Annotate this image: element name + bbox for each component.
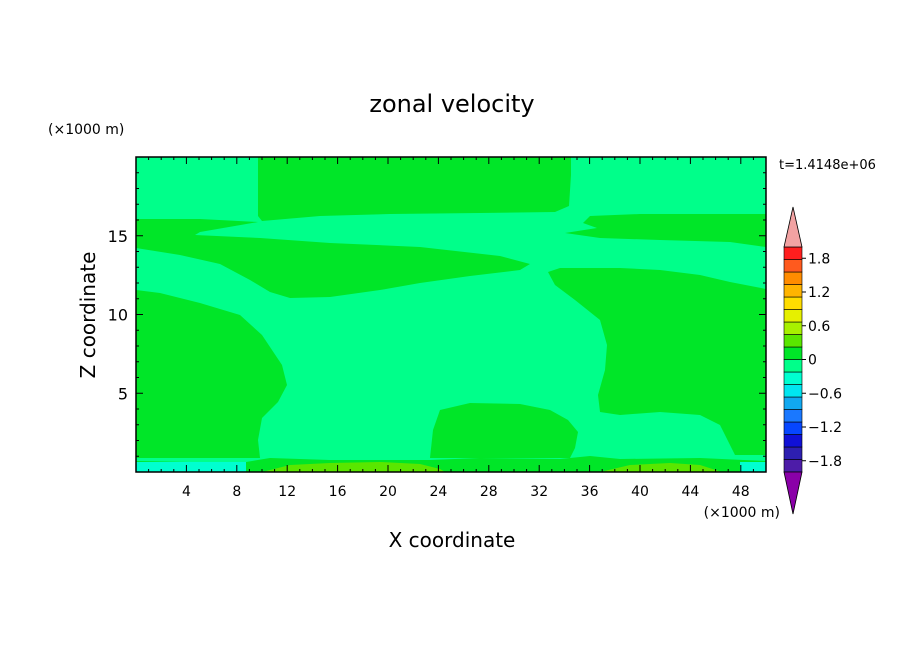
x-tick-label: 8 xyxy=(232,484,241,500)
positive-region-top-center xyxy=(258,157,571,221)
colorbar-label: 0.6 xyxy=(808,319,830,335)
positive-region-right xyxy=(548,268,766,455)
positive-region-upper-left-band xyxy=(136,219,530,298)
x-tick-label: 44 xyxy=(681,484,699,500)
colorbar-box xyxy=(783,434,803,448)
x-tick-label: 16 xyxy=(329,484,347,500)
x-tick-label: 48 xyxy=(732,484,750,500)
colorbar-box xyxy=(783,309,803,323)
x-tick-label: 36 xyxy=(581,484,599,500)
colorbar-box xyxy=(783,396,803,410)
y-axis-label: Z coordinate xyxy=(76,252,100,379)
x-tick-label: 24 xyxy=(429,484,447,500)
colorbar-box xyxy=(783,246,803,260)
colorbar-max-triangle xyxy=(783,206,803,248)
colorbar-label: −0.6 xyxy=(808,386,842,402)
colorbar-box xyxy=(783,321,803,335)
x-tick-label: 20 xyxy=(379,484,397,500)
colorbar-label: 1.8 xyxy=(808,251,830,267)
positive-region-left xyxy=(136,290,287,458)
colorbar-box xyxy=(783,296,803,310)
y-tick-label: 10 xyxy=(108,306,128,325)
colorbar-box xyxy=(783,334,803,348)
positive-region-bottom-center xyxy=(430,403,578,458)
positive-region-surface-strong-right xyxy=(600,463,722,472)
x-axis-label: X coordinate xyxy=(389,528,516,552)
x-tick-label: 4 xyxy=(182,484,191,500)
colorbar-label: 1.2 xyxy=(808,285,830,301)
x-tick-label: 12 xyxy=(278,484,296,500)
x-tick-label: 28 xyxy=(480,484,498,500)
chart-title: zonal velocity xyxy=(369,90,534,118)
x-tick-label: 32 xyxy=(530,484,548,500)
colorbar-box xyxy=(783,409,803,423)
colorbar-box xyxy=(783,259,803,273)
colorbar-min-triangle xyxy=(783,471,803,515)
colorbar-label: 0 xyxy=(808,353,817,369)
colorbar-box xyxy=(783,346,803,360)
x-tick-label: 40 xyxy=(631,484,649,500)
colorbar-box xyxy=(783,446,803,460)
y-tick-label: 15 xyxy=(108,227,128,246)
colorbar-box xyxy=(783,359,803,373)
negative-region-surface-right xyxy=(740,462,766,472)
positive-region-upper-right-band xyxy=(565,214,766,247)
contour-field xyxy=(136,157,766,472)
colorbar-box xyxy=(783,459,803,473)
colorbar-box xyxy=(783,284,803,298)
colorbar: 1.8 1.2 0.6 0 −0.6 −1.2 −1.8 xyxy=(783,206,842,515)
colorbar-box xyxy=(783,421,803,435)
colorbar-box xyxy=(783,271,803,285)
colorbar-box xyxy=(783,384,803,398)
positive-region-surface-strong xyxy=(262,462,445,472)
time-label: t=1.4148e+06 xyxy=(779,158,876,173)
x-axis-unit: (×1000 m) xyxy=(704,505,780,521)
x-axis: 4 8 12 16 20 24 28 32 36 40 44 48 xyxy=(148,157,754,500)
colorbar-label: −1.2 xyxy=(808,420,842,436)
colorbar-label: −1.8 xyxy=(808,454,842,470)
colorbar-box xyxy=(783,371,803,385)
y-axis: 5 10 15 xyxy=(108,172,766,457)
y-axis-unit: (×1000 m) xyxy=(48,122,124,138)
y-tick-label: 5 xyxy=(118,384,128,403)
negative-region-surface-left xyxy=(136,462,246,472)
